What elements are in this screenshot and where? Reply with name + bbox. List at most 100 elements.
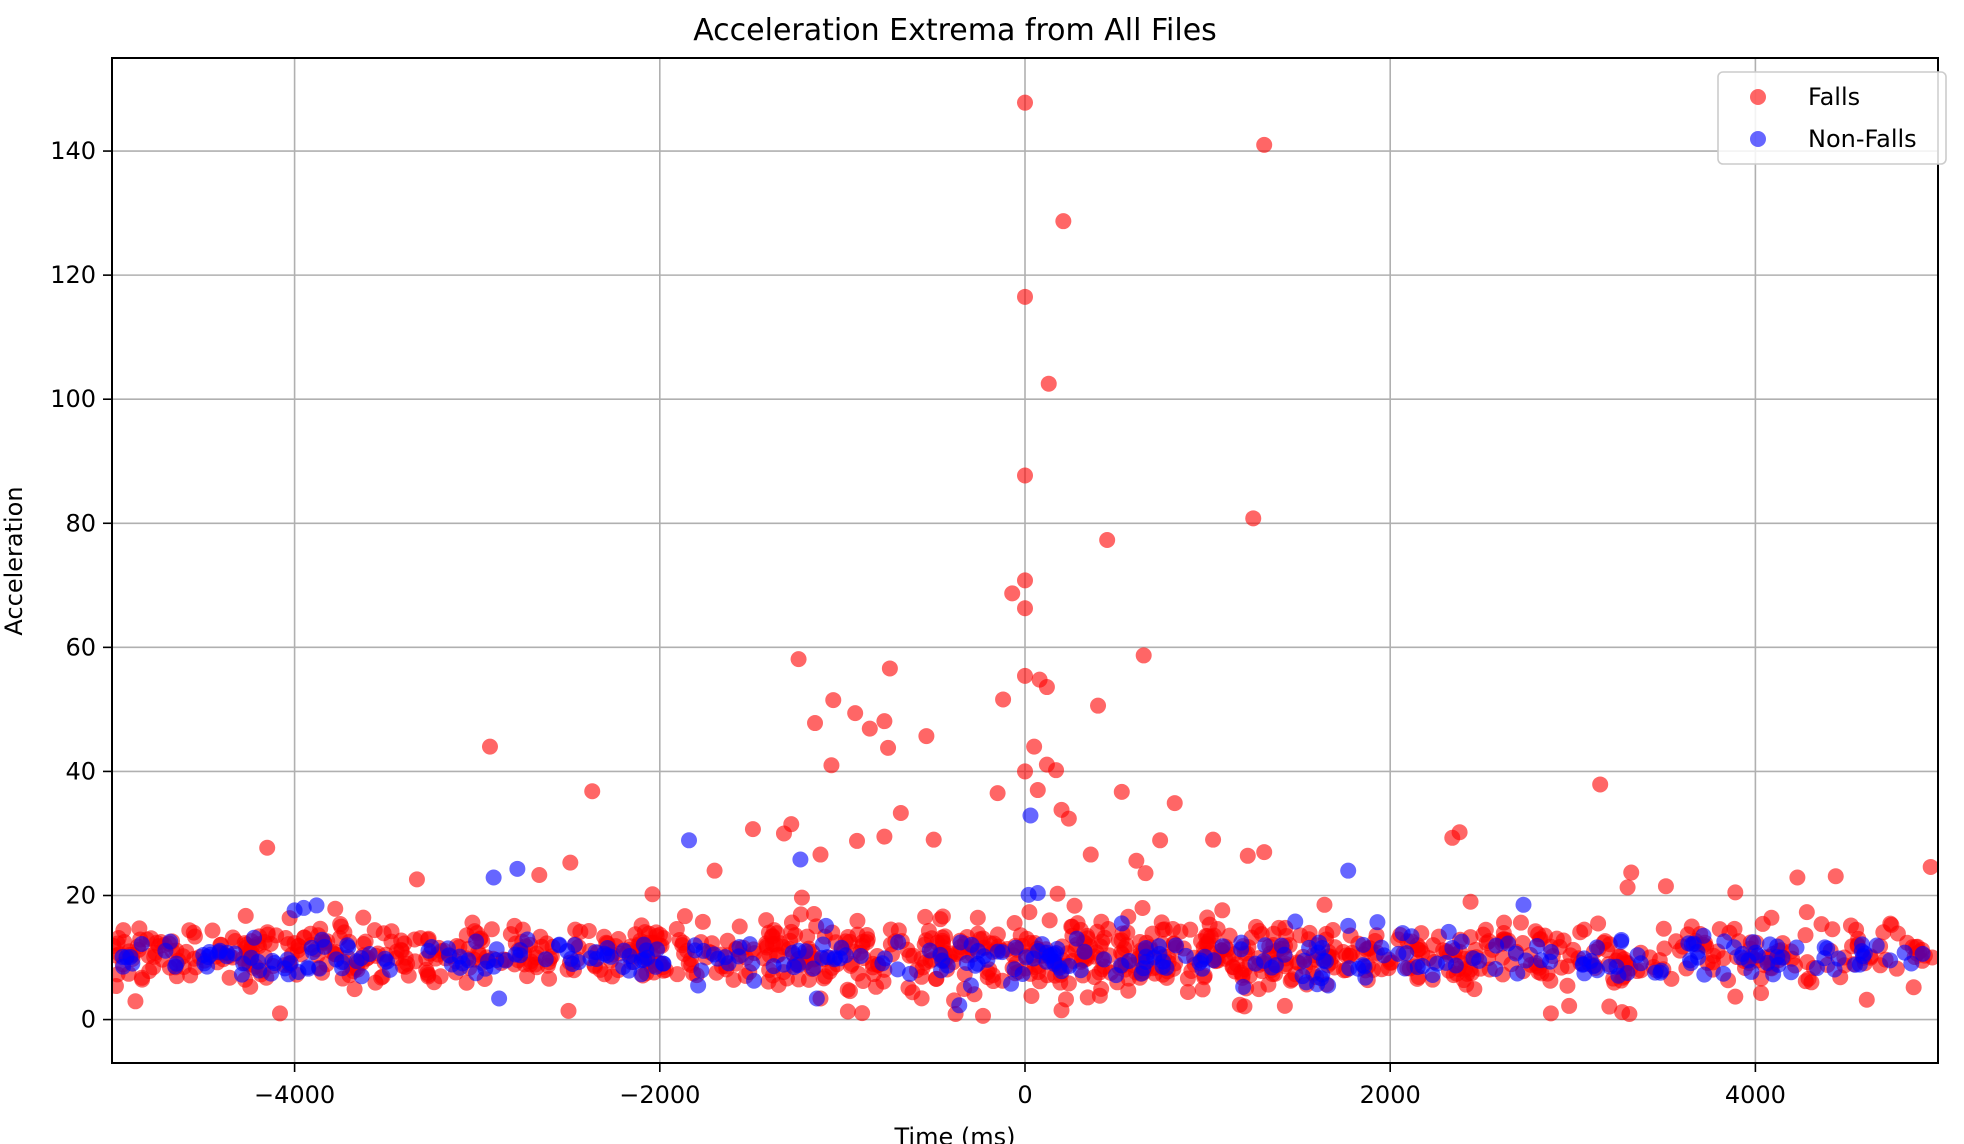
non-falls-point: [1214, 938, 1231, 955]
falls-point: [778, 970, 795, 987]
non-falls-point: [1191, 954, 1208, 971]
falls-point: [920, 922, 937, 939]
falls-point: [1113, 783, 1130, 800]
non-falls-point: [1783, 964, 1800, 981]
non-falls-point: [1247, 955, 1264, 972]
falls-point: [394, 958, 411, 975]
falls-point: [1260, 976, 1277, 993]
falls-point: [821, 963, 838, 980]
falls-point: [483, 921, 500, 938]
x-axis-title: Time (ms): [894, 1123, 1016, 1144]
falls-point: [1576, 921, 1593, 938]
non-falls-point: [690, 977, 707, 994]
falls-point: [925, 831, 942, 848]
non-falls-point: [814, 936, 831, 953]
non-falls-point: [1375, 947, 1392, 964]
falls-point: [918, 728, 935, 745]
falls-point: [133, 969, 150, 986]
falls-point: [847, 705, 864, 722]
non-falls-point: [951, 997, 968, 1014]
falls-point: [674, 937, 691, 954]
non-falls-point: [1743, 963, 1760, 980]
y-tick-label: 140: [50, 137, 96, 165]
falls-point: [237, 907, 254, 924]
non-falls-point: [509, 860, 526, 877]
falls-point: [1922, 858, 1938, 875]
falls-point: [580, 922, 597, 939]
falls-point: [259, 924, 276, 941]
falls-point: [1017, 467, 1033, 484]
non-falls-point: [921, 942, 938, 959]
falls-point: [1017, 94, 1033, 111]
falls-point: [744, 821, 761, 838]
falls-point: [290, 938, 307, 955]
falls-point: [1905, 979, 1922, 996]
falls-point: [1462, 893, 1479, 910]
falls-point: [1344, 944, 1361, 961]
non-falls-point: [1167, 937, 1184, 954]
falls-point: [775, 825, 792, 842]
falls-point: [1099, 532, 1116, 549]
non-falls-point: [1500, 935, 1517, 952]
non-falls-point: [316, 938, 333, 955]
falls-point: [1256, 844, 1273, 861]
non-falls-point: [1233, 941, 1250, 958]
non-falls-point: [551, 936, 568, 953]
x-tick-label: 2000: [1360, 1081, 1421, 1109]
non-falls-point: [1601, 958, 1618, 975]
falls-point: [1324, 922, 1341, 939]
falls-point: [1055, 213, 1072, 230]
falls-point: [995, 691, 1012, 708]
falls-point: [1657, 878, 1674, 895]
non-falls-point: [1847, 956, 1864, 973]
falls-point: [1623, 864, 1640, 881]
falls-point: [1040, 375, 1057, 392]
falls-point: [694, 913, 711, 930]
falls-point: [1066, 897, 1083, 914]
falls-point: [366, 922, 383, 939]
falls-point: [541, 970, 558, 987]
non-falls-point: [133, 935, 150, 952]
non-falls-point: [1007, 939, 1024, 956]
non-falls-point: [467, 965, 484, 982]
non-falls-point: [491, 990, 508, 1007]
non-falls-point: [902, 965, 919, 982]
falls-point: [1668, 933, 1685, 950]
non-falls-point: [1138, 953, 1155, 970]
non-falls-point: [1354, 957, 1371, 974]
x-tick-label: −4000: [254, 1081, 335, 1109]
non-falls-point: [1113, 957, 1130, 974]
non-falls-point: [1029, 885, 1046, 902]
non-falls-point: [566, 936, 583, 953]
falls-point: [242, 978, 259, 995]
falls-point: [1205, 831, 1222, 848]
falls-point: [1559, 977, 1576, 994]
falls-point: [839, 1003, 856, 1020]
falls-point: [1590, 915, 1607, 932]
falls-point: [519, 968, 536, 985]
falls-point: [1017, 572, 1033, 589]
scatter-points: [112, 94, 1938, 1024]
non-falls-point: [744, 955, 761, 972]
non-falls-point: [1683, 936, 1700, 953]
falls-point: [1069, 915, 1086, 932]
falls-point: [812, 846, 829, 863]
falls-point: [1245, 510, 1262, 527]
falls-point: [1619, 879, 1636, 896]
y-tick-label: 60: [65, 633, 96, 661]
non-falls-point: [994, 944, 1011, 961]
non-falls-point: [1428, 955, 1445, 972]
falls-point: [1231, 996, 1248, 1013]
non-falls-point: [1517, 952, 1534, 969]
falls-point: [1798, 904, 1815, 921]
non-falls-point: [587, 944, 604, 961]
non-falls-point: [339, 937, 356, 954]
non-falls-point: [625, 954, 642, 971]
non-falls-point: [1369, 914, 1386, 931]
falls-point: [1542, 1005, 1559, 1022]
falls-point: [849, 832, 866, 849]
falls-point: [204, 922, 221, 939]
falls-point: [1316, 896, 1333, 913]
falls-point: [1026, 738, 1043, 755]
non-falls-point: [952, 934, 969, 951]
